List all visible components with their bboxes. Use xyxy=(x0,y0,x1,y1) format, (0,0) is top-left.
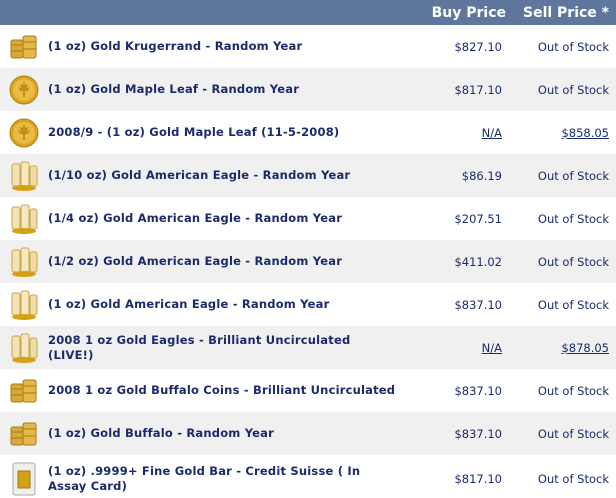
product-name[interactable]: (1 oz) Gold Krugerrand - Random Year xyxy=(48,39,303,53)
product-name[interactable]: (1 oz) .9999+ Fine Gold Bar - Credit Sui… xyxy=(48,463,361,493)
buy-price: $837.10 xyxy=(454,383,502,398)
product-name[interactable]: (1/4 oz) Gold American Eagle - Random Ye… xyxy=(48,211,343,225)
buy-price: $817.10 xyxy=(454,82,502,97)
coin-tube-icon[interactable] xyxy=(0,283,48,326)
sell-price: Out of Stock xyxy=(537,383,609,398)
sell-price: Out of Stock xyxy=(537,168,609,183)
table-row: (1 oz) .9999+ Fine Gold Bar - Credit Sui… xyxy=(0,455,616,498)
product-name[interactable]: 2008/9 - (1 oz) Gold Maple Leaf (11-5-20… xyxy=(48,125,340,139)
sell-price: Out of Stock xyxy=(537,82,609,97)
buy-price: $207.51 xyxy=(454,211,502,226)
gold-bar-card-icon[interactable] xyxy=(0,457,48,498)
sell-price: Out of Stock xyxy=(537,39,609,54)
buy-price: $827.10 xyxy=(454,39,502,54)
table-row: (1/4 oz) Gold American Eagle - Random Ye… xyxy=(0,197,616,240)
buy-price[interactable]: N/A xyxy=(481,340,502,355)
sell-price-header: Sell Price * xyxy=(522,4,609,21)
product-name[interactable]: (1 oz) Gold Buffalo - Random Year xyxy=(48,426,274,440)
coin-tube-icon[interactable] xyxy=(0,326,48,369)
sell-price: Out of Stock xyxy=(537,471,609,486)
buy-price: $86.19 xyxy=(461,168,502,183)
buy-price-header: Buy Price xyxy=(431,4,506,21)
coin-stack-icon[interactable] xyxy=(0,369,48,412)
table-row: (1 oz) Gold American Eagle - Random Year… xyxy=(0,283,616,326)
sell-price[interactable]: $878.05 xyxy=(561,340,609,355)
maple-leaf-coin-icon[interactable] xyxy=(0,68,48,111)
coin-tube-icon[interactable] xyxy=(0,197,48,240)
table-row: 2008 1 oz Gold Buffalo Coins - Brilliant… xyxy=(0,369,616,412)
buy-price: $817.10 xyxy=(454,471,502,486)
product-name[interactable]: (1 oz) Gold American Eagle - Random Year xyxy=(48,297,330,311)
product-name[interactable]: (1/10 oz) Gold American Eagle - Random Y… xyxy=(48,168,351,182)
table-row: (1 oz) Gold Buffalo - Random Year $837.10… xyxy=(0,412,616,455)
coin-stack-icon[interactable] xyxy=(0,412,48,455)
table-row: (1 oz) Gold Krugerrand - Random Year $827… xyxy=(0,25,616,68)
product-name[interactable]: (1/2 oz) Gold American Eagle - Random Ye… xyxy=(48,254,343,268)
product-name[interactable]: (1 oz) Gold Maple Leaf - Random Year xyxy=(48,82,300,96)
product-name[interactable]: 2008 1 oz Gold Buffalo Coins - Brilliant… xyxy=(48,383,396,397)
coin-tube-icon[interactable] xyxy=(0,240,48,283)
buy-price: $837.10 xyxy=(454,297,502,312)
table-row: (1/10 oz) Gold American Eagle - Random Y… xyxy=(0,154,616,197)
sell-price: Out of Stock xyxy=(537,297,609,312)
buy-price: $837.10 xyxy=(454,426,502,441)
sell-price: Out of Stock xyxy=(537,426,609,441)
table-header: Buy Price Sell Price * xyxy=(0,0,616,25)
table-row: (1 oz) Gold Maple Leaf - Random Year $817… xyxy=(0,68,616,111)
sell-price: Out of Stock xyxy=(537,211,609,226)
maple-leaf-coin-icon[interactable] xyxy=(0,111,48,154)
table-row: (1/2 oz) Gold American Eagle - Random Ye… xyxy=(0,240,616,283)
table-row: 2008/9 - (1 oz) Gold Maple Leaf (11-5-20… xyxy=(0,111,616,154)
table-body: (1 oz) Gold Krugerrand - Random Year $827… xyxy=(0,25,616,498)
coin-tube-icon[interactable] xyxy=(0,154,48,197)
sell-price: Out of Stock xyxy=(537,254,609,269)
coin-stack-icon[interactable] xyxy=(0,25,48,68)
buy-price: $411.02 xyxy=(454,254,502,269)
buy-price[interactable]: N/A xyxy=(481,125,502,140)
sell-price[interactable]: $858.05 xyxy=(561,125,609,140)
table-row: 2008 1 oz Gold Eagles - Brilliant Uncirc… xyxy=(0,326,616,369)
product-name[interactable]: 2008 1 oz Gold Eagles - Brilliant Uncirc… xyxy=(48,332,351,362)
